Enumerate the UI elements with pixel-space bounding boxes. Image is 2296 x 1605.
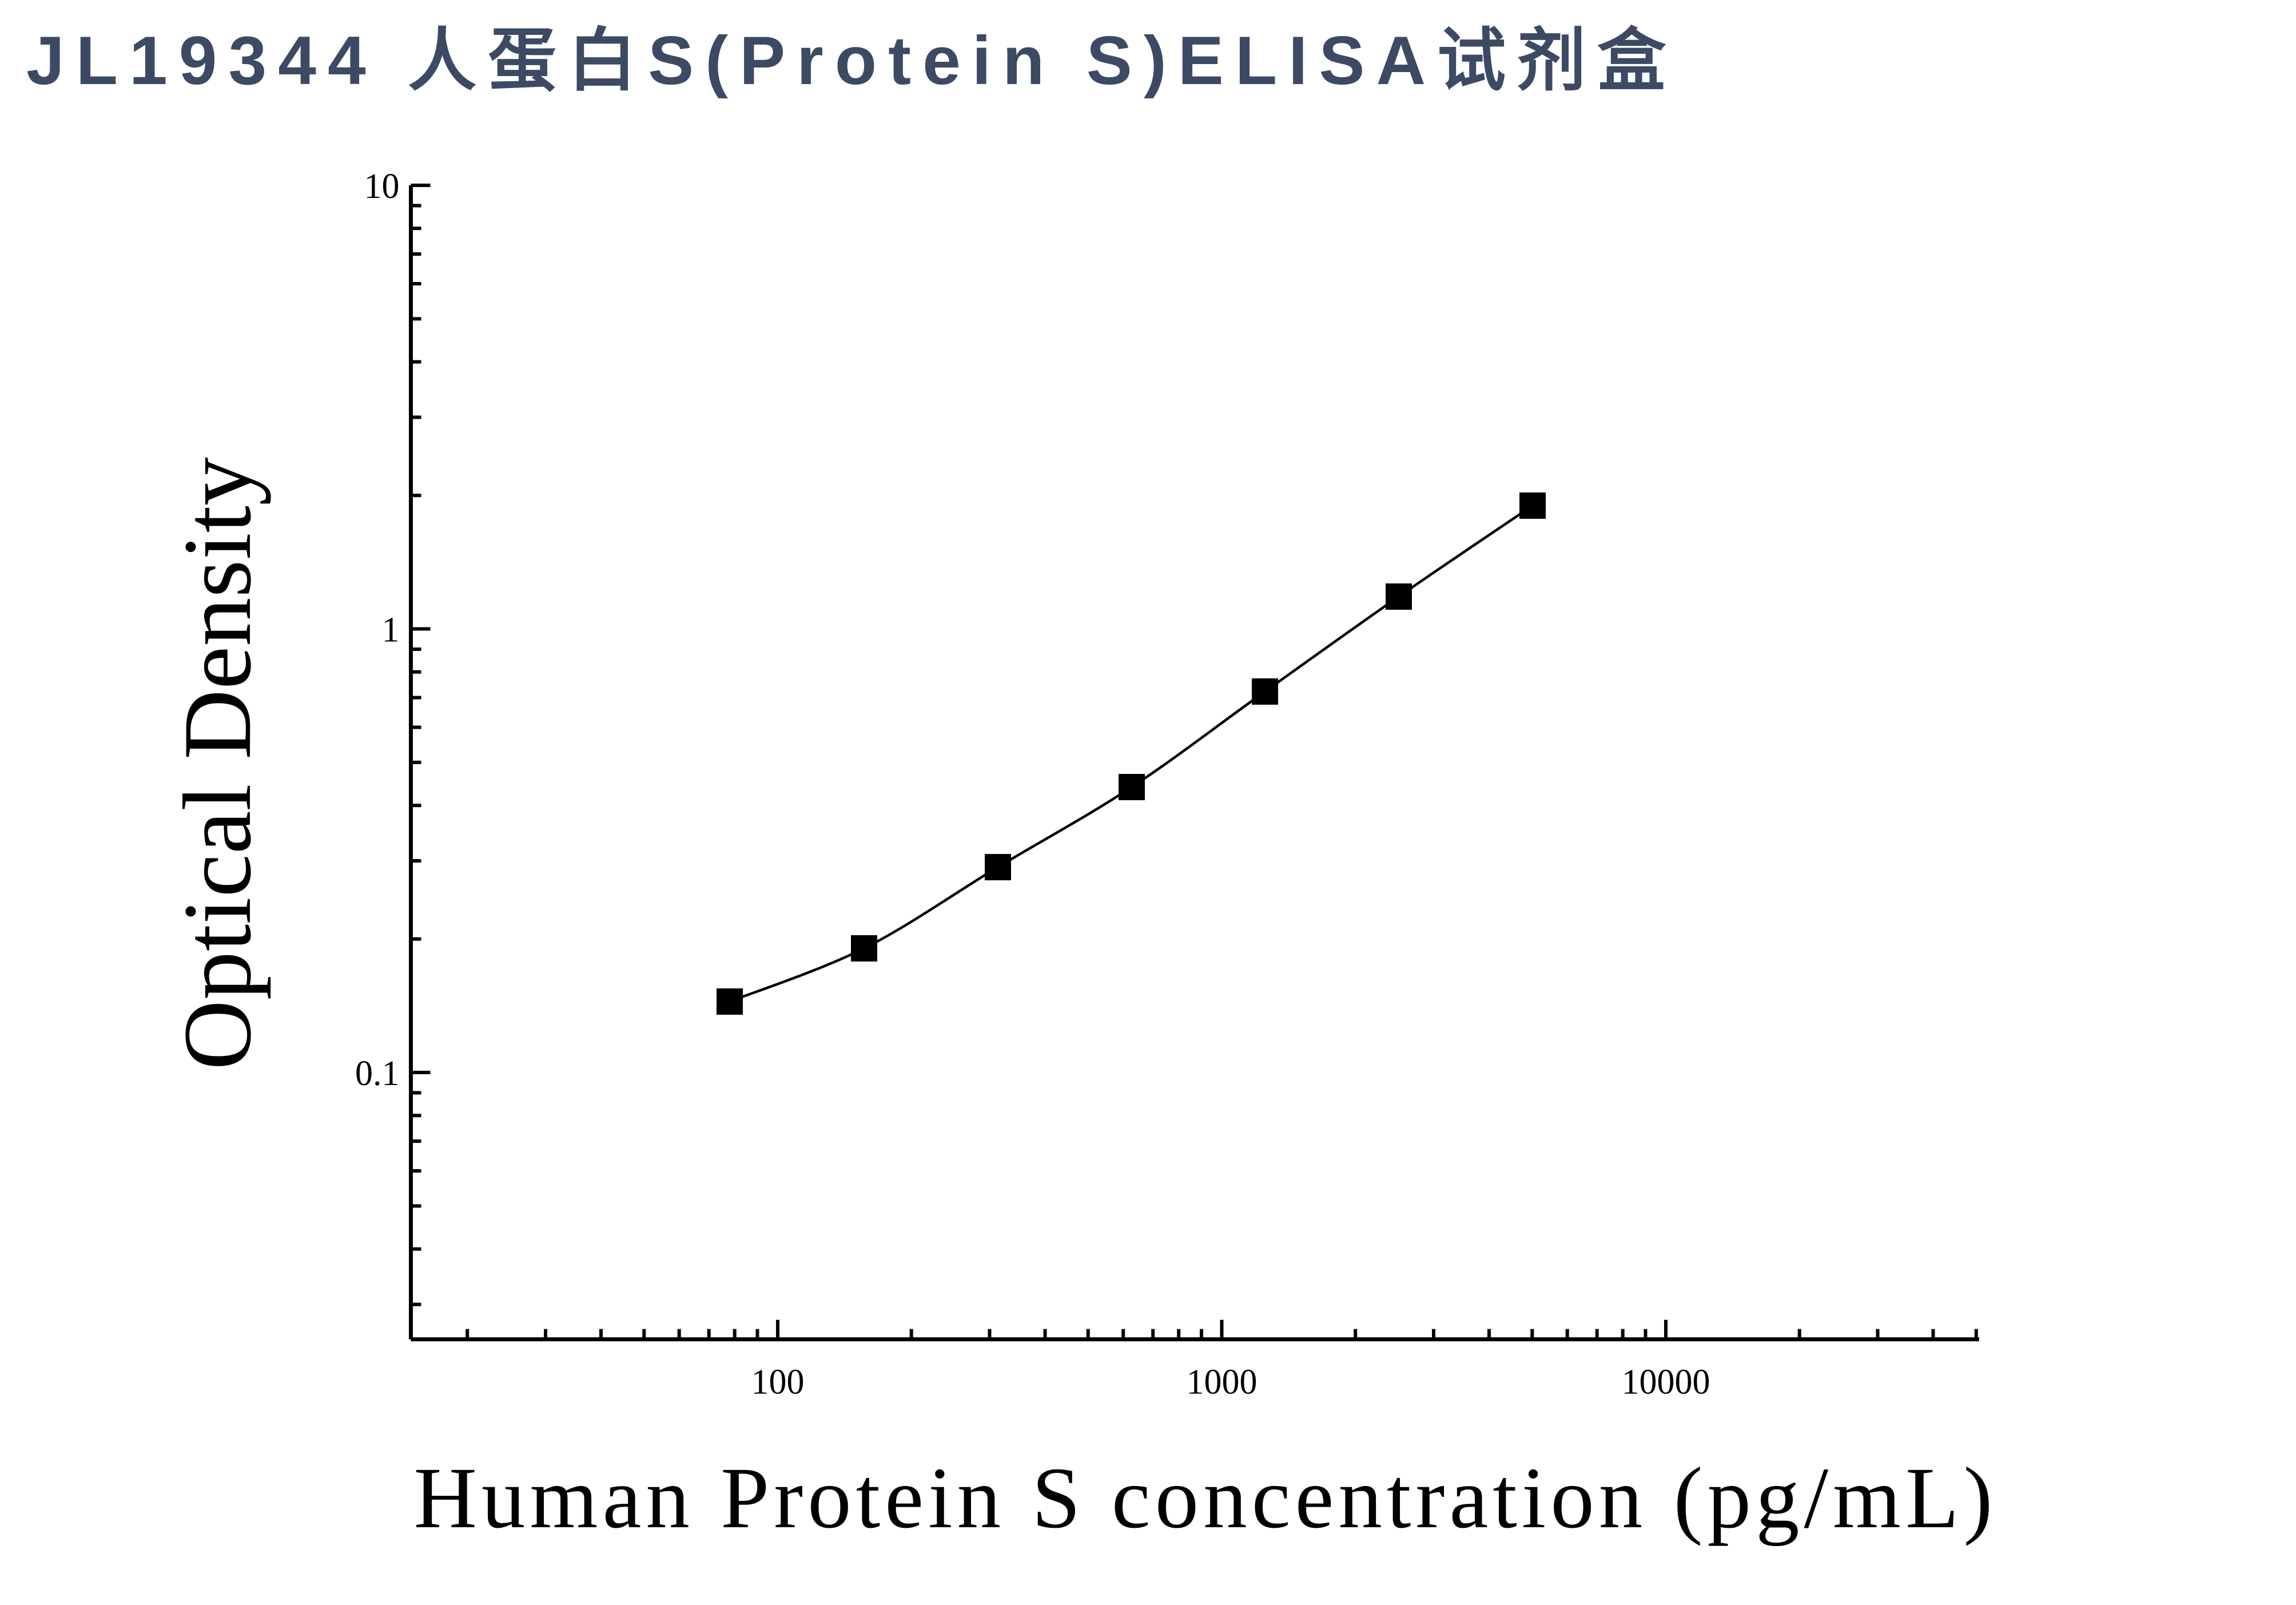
svg-text:10: 10	[364, 167, 400, 206]
svg-text:10000: 10000	[1622, 1363, 1710, 1402]
svg-text:1000: 1000	[1187, 1363, 1258, 1402]
svg-text:0.1: 0.1	[355, 1054, 400, 1093]
svg-text:Optical Density: Optical Density	[164, 457, 271, 1070]
svg-text:1: 1	[382, 611, 400, 650]
svg-text:100: 100	[751, 1363, 805, 1402]
svg-text:Human Protein S concentration: Human Protein S concentration (pg/mL)	[414, 1450, 1997, 1547]
